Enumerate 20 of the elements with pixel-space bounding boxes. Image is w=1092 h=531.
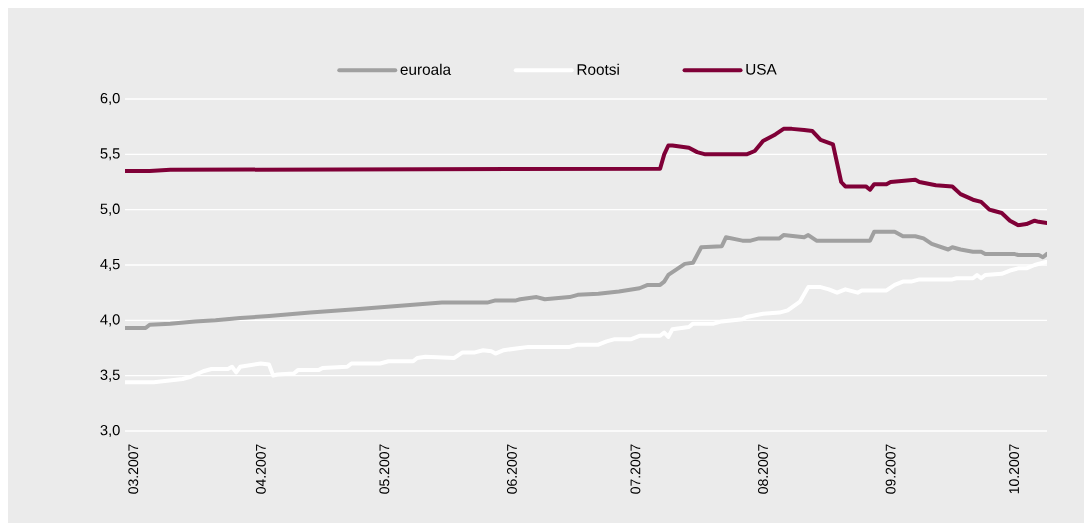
line-series — [125, 229, 1047, 331]
x-tick-label: 03.2007 — [128, 444, 139, 494]
x-tick-label: 07.2007 — [630, 444, 641, 494]
legend-label: Rootsi — [577, 63, 619, 75]
line-series — [125, 126, 1047, 228]
y-tick-label: 4,0 — [100, 314, 120, 327]
y-tick-label: 5,5 — [100, 148, 120, 161]
x-tick-label: 06.2007 — [506, 444, 517, 494]
y-tick-label: 3,0 — [100, 424, 120, 438]
x-tick-label: 08.2007 — [758, 444, 768, 494]
x-tick-label: 09.2007 — [885, 444, 896, 494]
y-tick-label: 4,5 — [100, 259, 120, 271]
y-tick-label: 5,0 — [100, 203, 120, 216]
y-tick-label: 6,0 — [100, 92, 120, 106]
x-tick-label: 05.2007 — [379, 444, 390, 494]
x-tick-label: 10.2007 — [1009, 444, 1020, 494]
x-tick-label: 04.2007 — [255, 444, 266, 494]
legend-label: euroala — [400, 63, 452, 75]
legend-label: USA — [746, 63, 777, 75]
y-tick-label: 3,5 — [100, 369, 120, 382]
